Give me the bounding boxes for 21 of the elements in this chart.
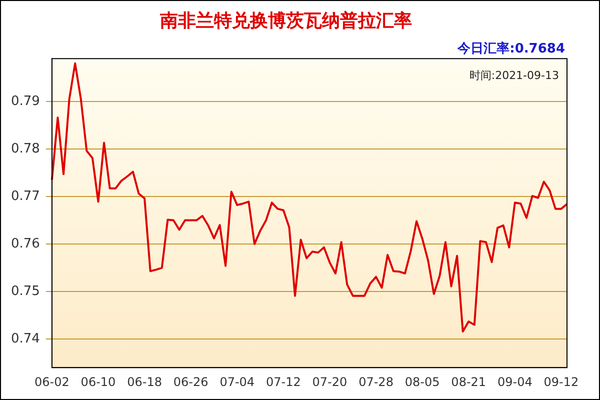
y-tick-label: 0.75 [10,284,40,299]
y-tick-label: 0.76 [10,236,40,252]
x-tick-label: 06-18 [127,374,162,389]
y-tick-label: 0.77 [10,188,40,204]
chart-title: 南非兰特兑换博茨瓦纳普拉汇率 [159,10,412,32]
x-tick-label: 06-26 [173,374,208,389]
x-tick-label: 07-28 [358,374,394,389]
x-tick-label: 07-12 [266,374,301,389]
y-tick-label: 0.79 [10,94,40,109]
y-tick-label: 0.74 [10,331,40,346]
annotation: 时间:2021-09-13 [469,68,559,82]
x-tick-label: 07-20 [312,374,348,389]
x-tick-label: 07-04 [220,374,255,389]
y-tick-label: 0.78 [10,141,40,156]
x-tick-label: 09-04 [497,374,532,389]
x-tick-label: 06-10 [80,374,116,389]
text: 今日汇率:0.7684 [456,40,565,56]
x-tick-label: 09-12 [544,374,579,389]
x-tick-label: 08-05 [404,374,440,389]
x-tick-label: 06-02 [34,374,70,389]
x-tick-label: 08-21 [451,374,486,389]
